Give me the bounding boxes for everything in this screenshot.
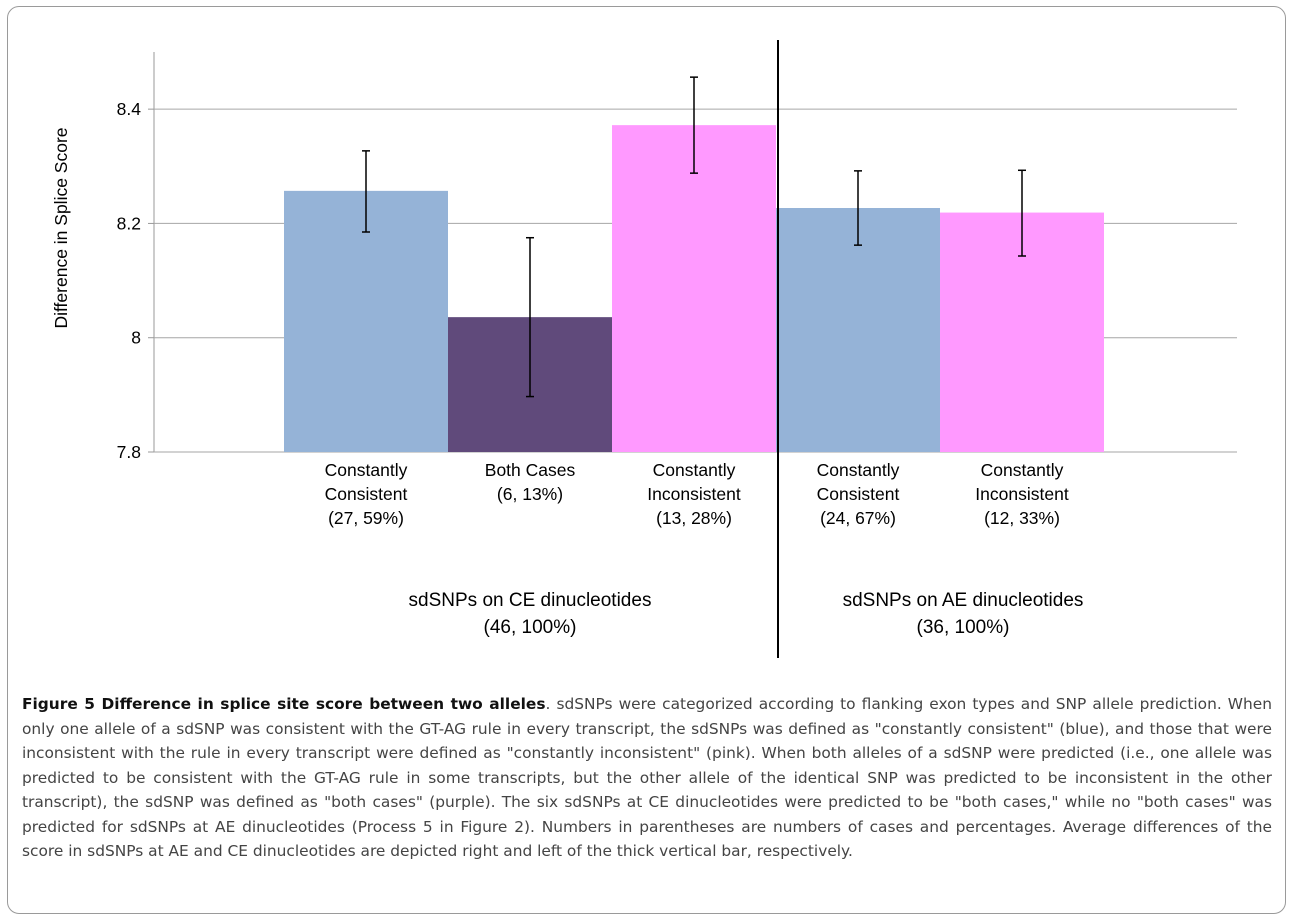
bar <box>612 125 776 453</box>
figure-caption: Figure 5 Difference in splice site score… <box>22 692 1272 864</box>
y-tick-label: 7.8 <box>117 442 141 462</box>
category-label: Constantly Inconsistent (12, 33%) <box>975 460 1069 528</box>
category-label: Constantly Consistent (24, 67%) <box>817 460 900 528</box>
bar <box>776 208 940 452</box>
caption-title: Figure 5 Difference in splice site score… <box>22 695 546 713</box>
caption-text: . sdSNPs were categorized according to f… <box>22 695 1272 860</box>
category-label: Constantly Consistent (27, 59%) <box>325 460 408 528</box>
bar-chart: Difference in Splice Score 7.8 8 8.2 8.4 Co… <box>51 40 1237 658</box>
category-label: Constantly Inconsistent (13, 28%) <box>647 460 741 528</box>
group-label: sdSNPs on AE dinucleotides (36, 100%) <box>843 590 1084 638</box>
y-tick-label: 8.4 <box>117 99 142 119</box>
bar <box>284 190 448 452</box>
y-tick-label: 8 <box>131 328 141 348</box>
figure-frame <box>7 6 1286 914</box>
y-tick-label: 8.2 <box>117 213 141 233</box>
group-label: sdSNPs on CE dinucleotides (46, 100%) <box>409 590 652 638</box>
category-label: Both Cases (6, 13%) <box>485 460 576 504</box>
y-axis-label: Difference in Splice Score <box>51 127 71 328</box>
